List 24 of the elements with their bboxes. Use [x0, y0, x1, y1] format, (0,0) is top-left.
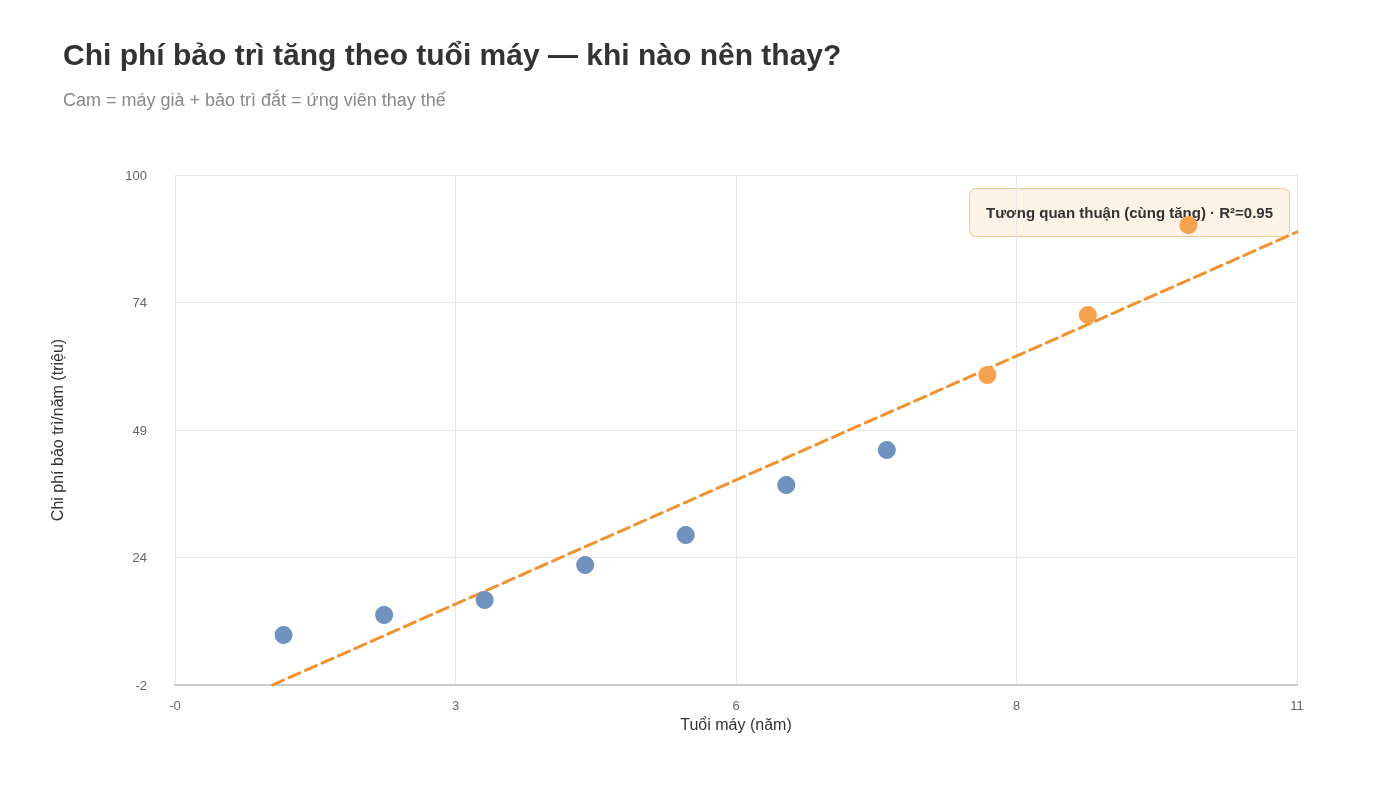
x-tick-label: -0	[169, 698, 181, 713]
point	[375, 606, 394, 624]
point	[978, 366, 997, 384]
y-axis-title: Chi phí bảo trì/năm (triệu)	[48, 338, 66, 522]
chart-title: Chi phí bảo trì tăng theo tuổi máy — khi nào nên thay?	[63, 37, 842, 71]
y-tick-label: 24	[132, 550, 147, 565]
annotation: Tương quan thuận (cùng tăng) · R²=0.95	[986, 204, 1273, 221]
point	[676, 526, 695, 544]
point	[877, 441, 896, 459]
y-tick-label: 100	[125, 167, 147, 183]
point	[777, 476, 796, 494]
x-tick-label: 3	[451, 698, 460, 713]
x-tick-label: 11	[1290, 698, 1304, 713]
point	[1078, 306, 1097, 324]
y-tick-label: 74	[132, 295, 147, 310]
point	[274, 626, 293, 644]
y-tick-label: 49	[132, 422, 147, 438]
y-tick-label: -2	[135, 677, 147, 693]
x-tick-label: 6	[732, 698, 740, 713]
x-tick-label: 8	[1012, 698, 1021, 713]
x-axis-title: Tuổi máy (năm)	[680, 716, 792, 734]
point	[576, 556, 595, 574]
chart-subtitle: Cam = máy già + bảo trì đắt = ứng viên thay thế	[63, 89, 446, 110]
point	[475, 591, 494, 609]
